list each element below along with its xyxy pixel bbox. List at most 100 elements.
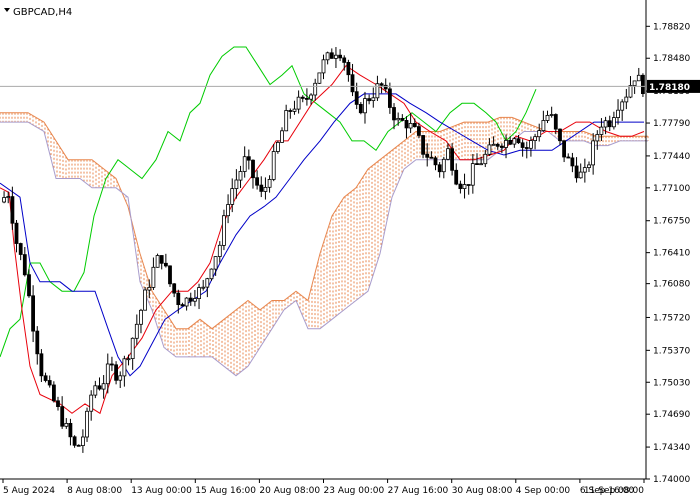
candle-body bbox=[441, 158, 446, 173]
senkou-span-b-line bbox=[0, 121, 648, 377]
candle-body bbox=[197, 287, 201, 300]
candle-body bbox=[446, 148, 450, 160]
candle-body bbox=[425, 153, 430, 158]
candle-body bbox=[603, 120, 608, 128]
candle-body bbox=[400, 118, 405, 121]
x-axis-ticks: 5 Aug 2024 8 Aug 08:00 13 Aug 00:00 15 Aug … bbox=[2, 479, 645, 496]
y-tick-label: 1.75030 bbox=[653, 378, 690, 388]
candle-body bbox=[354, 91, 359, 105]
x-tick-label: 20 Aug 08:00 bbox=[259, 486, 320, 496]
candle-body bbox=[139, 309, 143, 325]
y-tick-label: 1.77100 bbox=[653, 184, 690, 194]
candle-body bbox=[537, 130, 542, 138]
candle-body bbox=[304, 98, 309, 100]
candle-body bbox=[595, 134, 600, 142]
y-tick-label: 1.77440 bbox=[653, 152, 690, 162]
candle-body bbox=[599, 126, 604, 135]
candle-body bbox=[495, 143, 500, 147]
candle-body bbox=[392, 107, 396, 121]
candle-body bbox=[363, 98, 367, 114]
candle-body bbox=[325, 52, 330, 61]
ichimoku-cloud bbox=[0, 112, 649, 375]
candle-body bbox=[263, 186, 268, 192]
candle-body bbox=[607, 120, 612, 128]
x-tick-label: 6 Sep 16:00 bbox=[580, 486, 635, 496]
candle-body bbox=[184, 297, 189, 307]
candle-body bbox=[2, 197, 6, 203]
candle-body bbox=[429, 156, 434, 159]
candle-body bbox=[147, 286, 152, 291]
candle-body bbox=[130, 337, 135, 359]
candle-body bbox=[404, 120, 409, 129]
candle-body bbox=[97, 385, 102, 390]
candle-body bbox=[18, 243, 23, 255]
x-tick-label: 23 Aug 00:00 bbox=[324, 486, 385, 496]
x-tick-label: 15 Aug 16:00 bbox=[195, 486, 256, 496]
x-tick-label: 27 Aug 16:00 bbox=[388, 486, 449, 496]
candle-body bbox=[620, 101, 625, 111]
candle-body bbox=[483, 153, 488, 165]
candle-body bbox=[205, 278, 210, 288]
candle-body bbox=[217, 244, 222, 257]
candle-body bbox=[371, 97, 376, 102]
candle-body bbox=[259, 184, 264, 192]
candle-body bbox=[591, 140, 595, 166]
y-tick-label: 1.76750 bbox=[653, 217, 690, 227]
y-tick-label: 1.75370 bbox=[653, 346, 690, 356]
x-tick-label: 8 Aug 08:00 bbox=[67, 486, 122, 496]
candle-body bbox=[574, 165, 579, 179]
candle-body bbox=[296, 96, 301, 110]
candle-body bbox=[558, 128, 562, 142]
candle-body bbox=[10, 196, 15, 224]
candle-body bbox=[375, 83, 380, 99]
candle-body bbox=[338, 54, 343, 59]
candle-body bbox=[524, 147, 529, 149]
candle-body bbox=[508, 139, 513, 145]
chart-title-text: GBPCAD,H4 bbox=[13, 7, 72, 18]
candle-body bbox=[31, 295, 36, 332]
candle-body bbox=[458, 183, 463, 190]
candle-body bbox=[408, 123, 413, 129]
triangle-down-icon[interactable] bbox=[4, 8, 10, 12]
candle-body bbox=[499, 145, 504, 148]
candle-body bbox=[342, 57, 347, 63]
y-tick-label: 1.77790 bbox=[653, 119, 690, 129]
candle-body bbox=[562, 140, 566, 158]
candle-body bbox=[110, 363, 114, 366]
candle-body bbox=[641, 74, 645, 95]
candle-body bbox=[533, 136, 537, 141]
candle-body bbox=[612, 117, 616, 128]
candle-body bbox=[242, 156, 247, 172]
candle-body bbox=[105, 363, 110, 385]
candle-body bbox=[226, 204, 231, 217]
candle-body bbox=[549, 114, 554, 116]
candle-body bbox=[234, 179, 239, 190]
candle-body bbox=[470, 163, 475, 186]
candle-body bbox=[491, 143, 496, 146]
candle-body bbox=[280, 130, 284, 143]
candle-body bbox=[134, 323, 139, 339]
candle-body bbox=[35, 330, 40, 355]
y-tick-label: 1.76410 bbox=[653, 249, 690, 259]
candle-body bbox=[221, 215, 226, 246]
candle-body bbox=[632, 80, 637, 87]
candle-body bbox=[624, 96, 629, 103]
candle-body bbox=[387, 88, 392, 108]
candle-body bbox=[358, 104, 363, 114]
candle-body bbox=[22, 254, 27, 276]
x-tick-label: 4 Sep 00:00 bbox=[516, 486, 571, 496]
candle-body bbox=[587, 164, 591, 168]
candle-body bbox=[545, 115, 550, 121]
candle-body bbox=[246, 156, 251, 161]
x-tick-label: 30 Aug 08:00 bbox=[452, 486, 513, 496]
candle-body bbox=[52, 384, 56, 402]
candle-body bbox=[89, 394, 94, 412]
candle-body bbox=[379, 83, 384, 86]
candle-body bbox=[251, 159, 255, 179]
candle-body bbox=[512, 138, 517, 145]
candle-body bbox=[122, 358, 127, 377]
candle-body bbox=[27, 274, 31, 297]
candle-body bbox=[516, 138, 521, 144]
candle-body bbox=[68, 422, 73, 438]
